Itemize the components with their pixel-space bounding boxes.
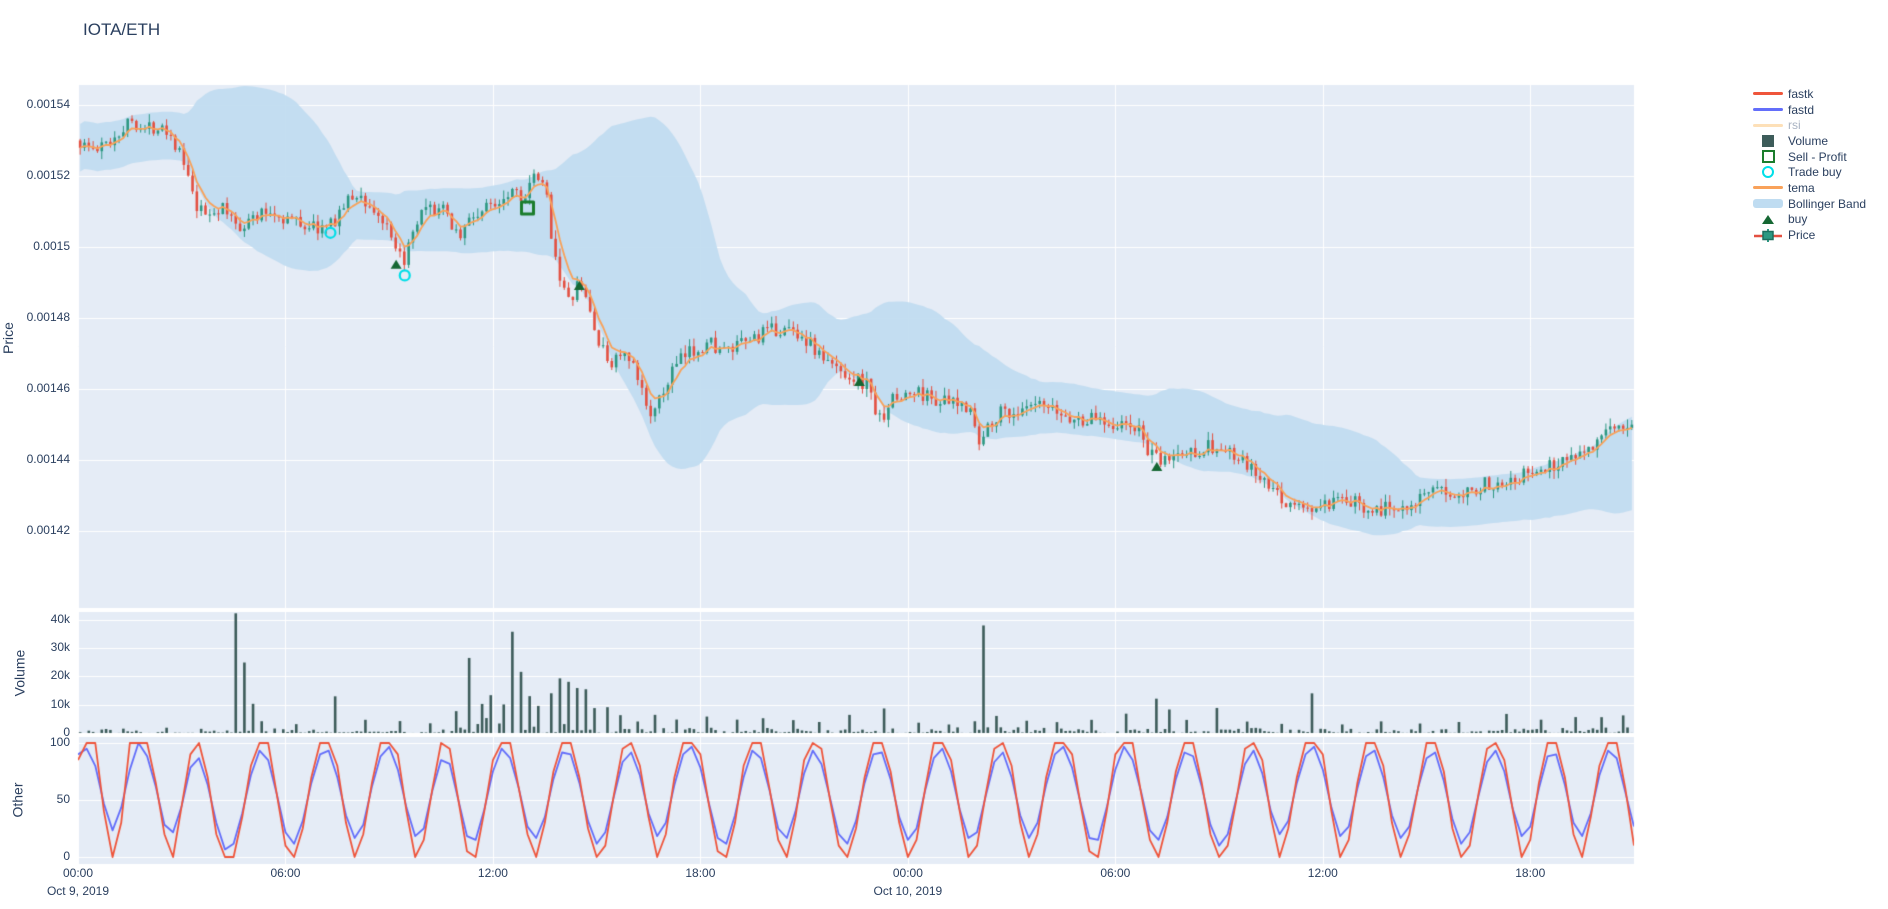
rsi-legend-line bbox=[1752, 123, 1784, 127]
fastk-legend-line bbox=[1752, 92, 1784, 96]
x-tick-label: 12:00 bbox=[1307, 866, 1338, 880]
legend-item-rsi[interactable]: rsi bbox=[1752, 117, 1866, 133]
legend-item-buy[interactable]: buy bbox=[1752, 212, 1866, 228]
x-tick-label: 06:00 bbox=[1100, 866, 1131, 880]
other-ytick-label: 100 bbox=[49, 735, 70, 749]
legend-item-bollinger-band[interactable]: Bollinger Band bbox=[1752, 196, 1866, 212]
legend-label-trade-buy: Trade buy bbox=[1788, 165, 1842, 180]
bollinger-band-legend-icon bbox=[1752, 199, 1784, 209]
legend-item-volume[interactable]: Volume bbox=[1752, 133, 1866, 149]
volume-ytick-label: 30k bbox=[50, 640, 70, 655]
legend-item-trade-buy[interactable]: Trade buy bbox=[1752, 164, 1866, 180]
x-date-label: Oct 10, 2019 bbox=[873, 884, 943, 898]
price-ytick-label: 0.00148 bbox=[26, 310, 70, 324]
legend-label-bollinger-band: Bollinger Band bbox=[1788, 196, 1867, 211]
legend-item-price[interactable]: Price bbox=[1752, 227, 1866, 243]
legend-item-sell-profit[interactable]: Sell - Profit bbox=[1752, 149, 1866, 165]
volume-ytick-label: 20k bbox=[50, 668, 70, 683]
legend-label-volume: Volume bbox=[1788, 133, 1829, 148]
price-ytick-label: 0.0015 bbox=[33, 239, 70, 253]
volume-ytick-label: 0 bbox=[63, 725, 70, 739]
price-ytick-label: 0.00154 bbox=[26, 97, 70, 111]
price-legend-icon bbox=[1752, 228, 1784, 242]
legend-label-buy: buy bbox=[1788, 212, 1808, 227]
price-ytick-label: 0.00144 bbox=[26, 452, 70, 466]
chart-title: IOTA/ETH bbox=[83, 20, 161, 39]
price-ytick-label: 0.00146 bbox=[26, 381, 70, 395]
other-ytick-label: 50 bbox=[56, 792, 70, 806]
legend-label-fastk: fastk bbox=[1788, 86, 1814, 101]
x-date-label: Oct 9, 2019 bbox=[46, 884, 110, 898]
trade-buy-legend-icon bbox=[1752, 166, 1784, 179]
legend-label-sell-profit: Sell - Profit bbox=[1788, 149, 1847, 164]
tema-legend-line bbox=[1752, 186, 1784, 190]
price-axis-title: Price bbox=[0, 322, 16, 354]
sell-profit-legend-icon bbox=[1752, 150, 1784, 164]
legend-label-tema: tema bbox=[1788, 180, 1815, 195]
price-ytick-label: 0.00152 bbox=[26, 168, 70, 182]
legend-label-rsi: rsi bbox=[1788, 118, 1801, 133]
volume-ytick-label: 10k bbox=[50, 696, 70, 711]
legend: fastk fastd rsi Volume Sell - Profit Trade bu… bbox=[1752, 86, 1866, 243]
legend-item-fastk[interactable]: fastk bbox=[1752, 86, 1866, 102]
buy-legend-icon bbox=[1752, 214, 1784, 224]
x-tick-label: 18:00 bbox=[685, 866, 716, 880]
x-tick-label: 06:00 bbox=[270, 866, 301, 880]
legend-item-fastd[interactable]: fastd bbox=[1752, 102, 1866, 118]
fastd-legend-line bbox=[1752, 108, 1784, 112]
volume-legend-icon bbox=[1752, 134, 1784, 147]
volume-ytick-label: 40k bbox=[50, 611, 70, 626]
other-ytick-label: 0 bbox=[63, 849, 70, 863]
legend-label-fastd: fastd bbox=[1788, 102, 1815, 117]
legend-item-tema[interactable]: tema bbox=[1752, 180, 1866, 196]
x-tick-label: 18:00 bbox=[1515, 866, 1546, 880]
x-tick-label: 12:00 bbox=[477, 866, 508, 880]
price-ytick-label: 0.00142 bbox=[26, 523, 70, 537]
legend-label-price: Price bbox=[1788, 228, 1816, 243]
x-tick-label: 00:00 bbox=[62, 866, 94, 880]
x-tick-label: 00:00 bbox=[892, 866, 923, 880]
